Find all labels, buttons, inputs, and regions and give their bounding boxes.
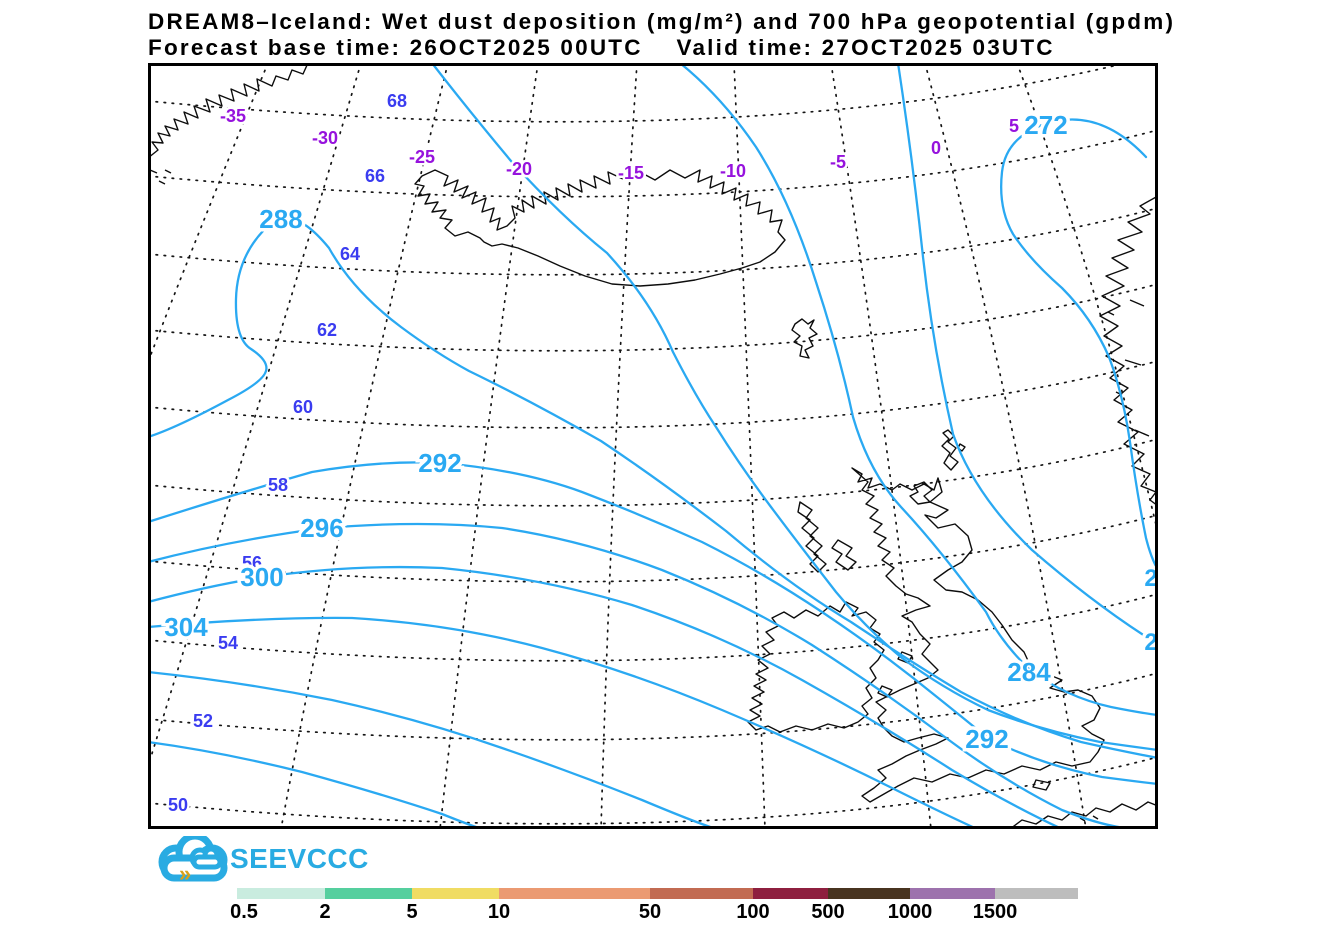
colorbar-tick: 500 xyxy=(811,901,845,923)
coastlines xyxy=(148,63,1158,829)
page-title: DREAM8–Iceland: Wet dust deposition (mg/… xyxy=(148,9,1176,34)
contour-label-300: 300 xyxy=(240,562,283,592)
colorbar-segment xyxy=(412,888,499,899)
logo-text: SEEVCCC xyxy=(230,843,369,874)
colorbar-tick: 10 xyxy=(487,901,511,923)
contour-304 xyxy=(148,616,979,829)
lat-label: 62 xyxy=(317,320,337,340)
contour-284 xyxy=(678,63,1158,717)
contour-312 xyxy=(148,740,484,829)
contour-label-304: 304 xyxy=(164,612,208,642)
lat-label: 64 xyxy=(340,244,360,264)
norway-coast xyxy=(1099,195,1158,507)
colorbar-tick: 2 xyxy=(319,901,331,923)
hebrides-coast xyxy=(797,501,857,573)
lon-label: 5 xyxy=(1009,116,1019,136)
seevccc-logo: » SEEVCCC xyxy=(148,832,408,888)
map-canvas: -35 -30 -25 -20 -15 -10 -5 0 5 68 66 64 … xyxy=(148,63,1158,829)
greenland-coast xyxy=(148,63,309,159)
contour-value-labels: 272 288 292 296 300 304 284 292 2 2 xyxy=(161,107,1158,758)
colorbar-segment xyxy=(753,888,828,899)
lat-label: 56 xyxy=(242,553,262,573)
contour-292 xyxy=(148,461,1158,786)
colorbar-tick: 5 xyxy=(406,901,418,923)
isle-of-wight-coast xyxy=(1032,779,1051,791)
geopotential-contours xyxy=(148,63,1158,829)
lon-label: -5 xyxy=(830,152,846,172)
forecast-time-subtitle: Forecast base time: 26OCT2025 00UTC Vali… xyxy=(148,35,1055,60)
map-panel: -35 -30 -25 -20 -15 -10 -5 0 5 68 66 64 … xyxy=(148,63,1158,829)
colorbar-tick: 1500 xyxy=(972,901,1018,923)
chevron-icon: » xyxy=(179,861,191,886)
contour-280 xyxy=(896,63,1158,645)
colorbar-tick: 100 xyxy=(736,901,770,923)
contour-label-272: 272 xyxy=(1024,110,1067,140)
colorbar-segment xyxy=(499,888,650,899)
lat-label: 66 xyxy=(365,166,385,186)
deposition-colorbar xyxy=(237,888,1078,899)
contour-308 xyxy=(148,670,718,829)
lat-label: 60 xyxy=(293,397,313,417)
iceland-coast xyxy=(414,169,786,287)
contour-288-labeled xyxy=(148,217,1158,760)
colorbar-tick: 1000 xyxy=(887,901,933,923)
colorbar-tick: 50 xyxy=(638,901,662,923)
contour-296 xyxy=(148,522,1134,829)
longitude-labels: -35 -30 -25 -20 -15 -10 -5 0 5 xyxy=(217,104,1021,186)
lon-label: -35 xyxy=(220,106,246,126)
lat-label: 58 xyxy=(268,475,288,495)
colorbar-tick: 0.5 xyxy=(230,901,258,923)
contour-272 xyxy=(1000,118,1158,572)
map-border xyxy=(148,63,1158,829)
contour-label-edge-a: 2 xyxy=(1144,565,1157,592)
colorbar-segment xyxy=(325,888,412,899)
lat-label: 52 xyxy=(193,711,213,731)
contour-label-284: 284 xyxy=(1007,657,1051,687)
lat-label: 54 xyxy=(218,633,238,653)
lon-label: -25 xyxy=(409,147,435,167)
lon-label: -15 xyxy=(618,163,644,183)
lat-label: 68 xyxy=(387,91,407,111)
contour-300 xyxy=(148,565,1064,829)
lon-label: 0 xyxy=(931,138,941,158)
latitude-labels: 68 66 64 62 60 58 56 54 52 50 xyxy=(165,89,409,818)
contour-label-edge-b: 2 xyxy=(1144,629,1157,656)
contour-label-296: 296 xyxy=(300,513,343,543)
contour-label-288: 288 xyxy=(259,204,302,234)
colorbar-segment xyxy=(995,888,1078,899)
great-britain-coast xyxy=(851,467,1105,803)
lon-label: -10 xyxy=(720,161,746,181)
lat-label: 50 xyxy=(168,795,188,815)
contour-label-292b: 292 xyxy=(965,724,1008,754)
graticule-parallels xyxy=(148,63,1158,825)
lon-label: -30 xyxy=(312,128,338,148)
faroe-islands-coast xyxy=(791,318,818,359)
colorbar-segment xyxy=(650,888,753,899)
colorbar-segment xyxy=(237,888,325,899)
colorbar-segment xyxy=(910,888,995,899)
colorbar-segment xyxy=(828,888,910,899)
france-coast xyxy=(1009,801,1158,829)
contour-label-292: 292 xyxy=(418,448,461,478)
contour-288-iceland xyxy=(430,63,1158,752)
cloud-logo-icon: » xyxy=(158,832,228,886)
lon-label: -20 xyxy=(506,159,532,179)
